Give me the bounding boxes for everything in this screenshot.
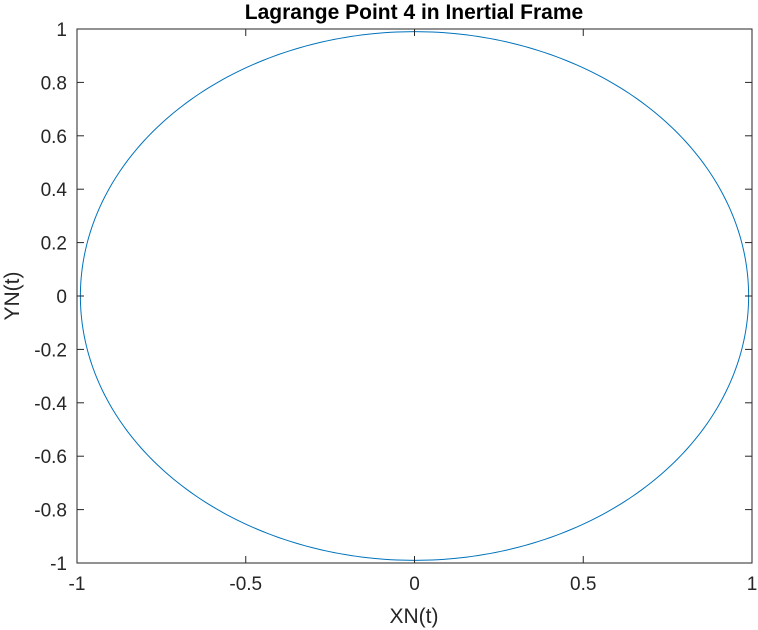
y-tick-label: 1 (56, 20, 67, 41)
plot-area: -1 -0.5 0 0.5 1 -1 -0.8 -0.6 -0.4 -0.2 0 0.2 0.4 0.6… (34, 20, 757, 595)
chart-title: Lagrange Point 4 in Inertial Frame (245, 1, 583, 24)
x-tick-label: 1 (747, 574, 758, 595)
x-tick-label: -1 (69, 574, 86, 595)
y-tick-label: 0.2 (41, 234, 67, 255)
y-tick-label: 0.4 (41, 180, 68, 201)
plot-background (77, 29, 752, 563)
y-tick-label: -0.8 (34, 501, 67, 522)
x-tick-label: -0.5 (229, 574, 262, 595)
y-axis-label: YN(t) (1, 272, 24, 321)
x-tick-label: 0.5 (570, 574, 596, 595)
y-tick-label: -0.4 (34, 394, 67, 415)
x-tick-label: 0 (409, 574, 420, 595)
y-tick-label: 0 (56, 287, 67, 308)
x-axis-ticks: -1 -0.5 0 0.5 1 (69, 29, 758, 595)
y-tick-label: -0.6 (34, 447, 67, 468)
y-tick-label: 0.8 (41, 73, 67, 94)
x-axis-label: XN(t) (390, 605, 439, 628)
y-axis-ticks: -1 -0.8 -0.6 -0.4 -0.2 0 0.2 0.4 0.6 0.8 1 (34, 20, 752, 575)
y-tick-label: -1 (50, 554, 67, 575)
y-tick-label: 0.6 (41, 127, 67, 148)
y-tick-label: -0.2 (34, 340, 67, 361)
